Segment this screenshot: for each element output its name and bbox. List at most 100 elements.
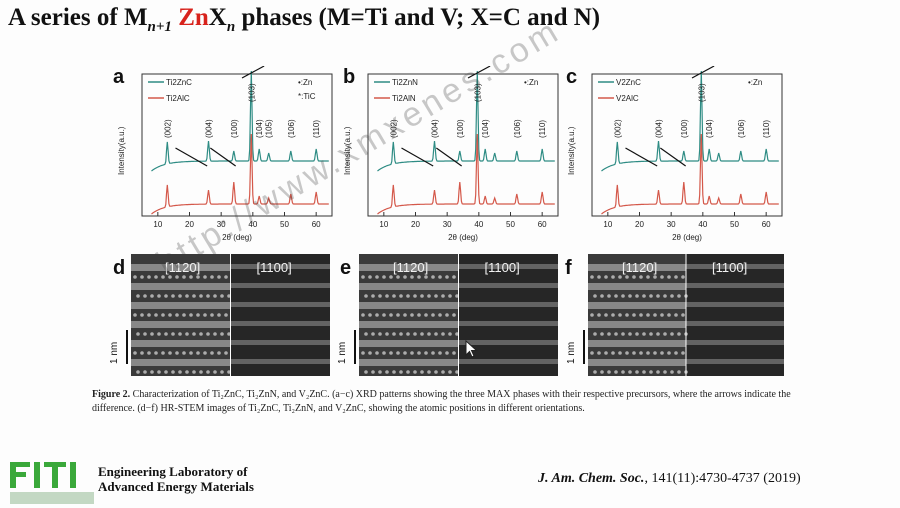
atom-dot: [143, 294, 147, 298]
x-tick-label: 50: [280, 220, 289, 229]
atom-dot: [143, 332, 147, 336]
lab-name: Engineering Laboratory of Advanced Energ…: [98, 464, 254, 494]
atom-dot: [618, 313, 622, 317]
title-x: X: [208, 4, 227, 31]
atom-dot: [171, 332, 175, 336]
atom-dot: [639, 313, 643, 317]
x-tick-label: 30: [667, 220, 676, 229]
atom-dot: [133, 313, 137, 317]
atom-dot: [157, 294, 161, 298]
atom-dot: [621, 332, 625, 336]
atom-dot: [656, 294, 660, 298]
atom-dot: [385, 370, 389, 374]
atom-dot: [663, 370, 667, 374]
atom-dot: [628, 370, 632, 374]
atom-dot: [150, 294, 154, 298]
atom-dot: [157, 370, 161, 374]
atom-dot: [168, 351, 172, 355]
atom-dot: [217, 351, 221, 355]
atom-dot: [196, 351, 200, 355]
atom-dot: [213, 370, 217, 374]
xrd-curve-precursor: [151, 133, 329, 215]
peak-label: (104): [255, 119, 264, 138]
atom-dot: [424, 313, 428, 317]
stem-background-right: [230, 254, 330, 376]
legend-label-top: Ti2ZnN: [392, 78, 418, 87]
atom-dot: [452, 313, 456, 317]
atom-dot: [455, 294, 459, 298]
lab-logo: [10, 462, 94, 504]
atom-dot: [660, 313, 664, 317]
atom-dot: [392, 370, 396, 374]
difference-arrow: [175, 147, 208, 167]
atom-dot: [649, 294, 653, 298]
atom-dot: [133, 275, 137, 279]
x-tick-label: 20: [185, 220, 194, 229]
atom-dot: [368, 275, 372, 279]
atomic-row-left: [359, 340, 459, 347]
atom-dot: [660, 351, 664, 355]
atom-dot: [618, 351, 622, 355]
atom-dot: [590, 275, 594, 279]
atom-dot: [649, 370, 653, 374]
atom-dot: [178, 370, 182, 374]
atom-dot: [441, 332, 445, 336]
slide-title: A series of Mn+1 ZnXn phases (M=Ti and V…: [8, 4, 600, 36]
atom-dot: [628, 294, 632, 298]
atom-dot: [185, 370, 189, 374]
atom-dot: [203, 275, 207, 279]
atom-dot: [448, 332, 452, 336]
atom-dot: [625, 313, 629, 317]
atom-dot: [213, 294, 217, 298]
atom-dot: [597, 313, 601, 317]
atom-dot: [403, 275, 407, 279]
atom-dot: [164, 370, 168, 374]
atom-dot: [196, 275, 200, 279]
x-tick-label: 60: [538, 220, 547, 229]
atom-dot: [646, 275, 650, 279]
x-tick-label: 10: [153, 220, 162, 229]
atom-dot: [677, 294, 681, 298]
panel-letter-e: e: [340, 257, 352, 279]
x-tick-label: 30: [443, 220, 452, 229]
xrd-svg: Intensity(a.u.) 10 20 30 40 50 60 2θ (deg) (002)…: [117, 66, 333, 242]
atom-dot: [646, 313, 650, 317]
peak-label: (106): [737, 119, 746, 138]
atom-dot: [136, 332, 140, 336]
difference-arrow: [209, 147, 237, 167]
atom-dot: [452, 351, 456, 355]
atom-dot: [417, 351, 421, 355]
atom-dot: [413, 370, 417, 374]
atom-dot: [150, 332, 154, 336]
stem-background-right: [686, 254, 784, 376]
atom-dot: [448, 294, 452, 298]
plot-frame: [591, 73, 783, 217]
atomic-row-right: [686, 359, 784, 364]
legend-label-top: Ti2ZnC: [166, 78, 192, 87]
atom-dot: [361, 313, 365, 317]
atom-dot: [227, 370, 231, 374]
atom-dot: [410, 313, 414, 317]
atomic-row-left: [588, 340, 686, 347]
atom-dot: [593, 294, 597, 298]
atomic-row-left: [131, 302, 231, 309]
peak-label: (106): [513, 119, 522, 138]
atom-dot: [431, 351, 435, 355]
lab-name-line2: Advanced Energy Materials: [98, 479, 254, 494]
xrd-curve-max-phase: [151, 70, 329, 172]
x-tick-label: 30: [217, 220, 226, 229]
atom-dot: [192, 370, 196, 374]
atom-dot: [227, 332, 231, 336]
atom-dot: [441, 294, 445, 298]
atom-dot: [396, 351, 400, 355]
atom-dot: [403, 351, 407, 355]
atomic-row-left: [131, 283, 231, 290]
atom-dot: [431, 275, 435, 279]
atom-dot: [420, 332, 424, 336]
xrd-plot-a: Intensity(a.u.) 10 20 30 40 50 60 2θ (deg) (002)…: [110, 66, 340, 256]
peak-label: (100): [230, 119, 239, 138]
atomic-row-right: [458, 283, 558, 288]
atomic-row-right: [686, 302, 784, 307]
atom-dot: [168, 313, 172, 317]
atom-dot: [670, 370, 674, 374]
